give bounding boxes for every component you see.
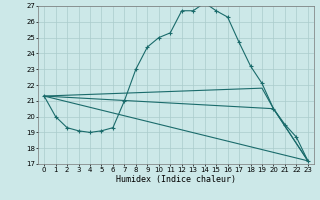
X-axis label: Humidex (Indice chaleur): Humidex (Indice chaleur) [116, 175, 236, 184]
